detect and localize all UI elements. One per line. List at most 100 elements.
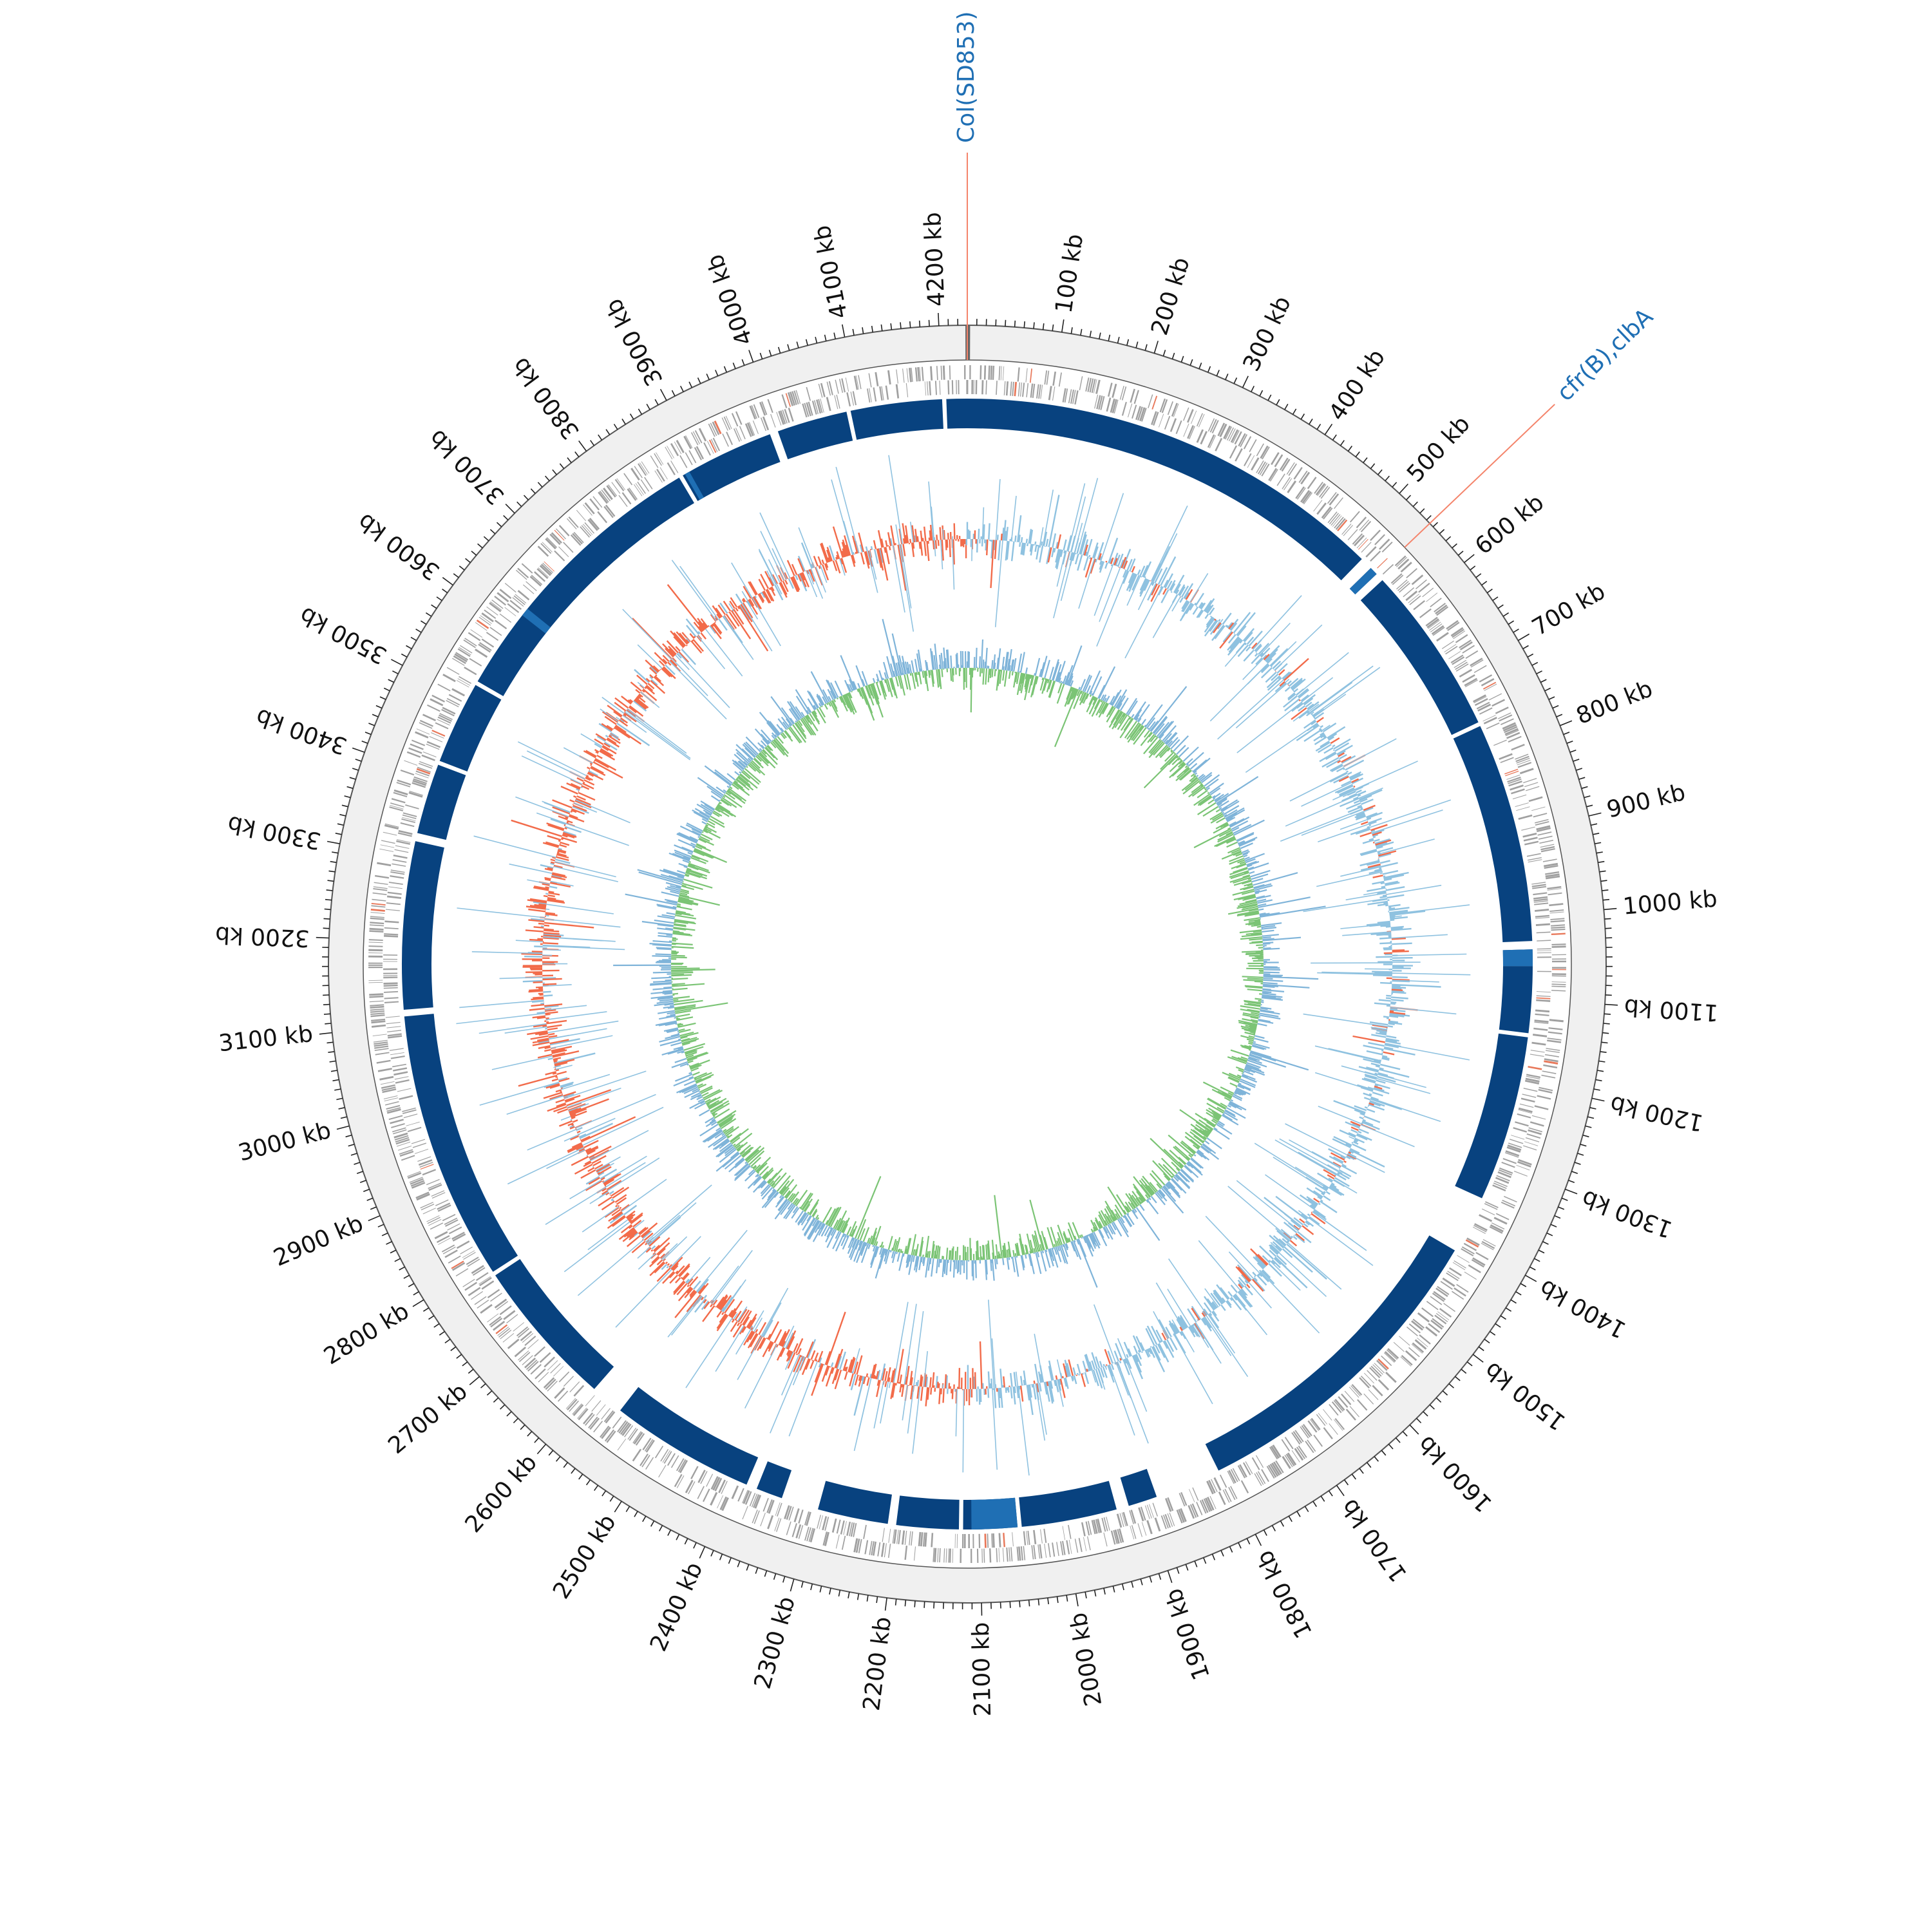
gene-feature [956,380,957,395]
tick-label: 700 kb [1528,578,1610,641]
gene-feature [1493,1182,1507,1189]
gene-feature [1551,969,1566,971]
gene-feature [1357,1399,1368,1411]
gene-feature [1052,371,1057,386]
blast-segment [1455,1033,1528,1198]
gene-feature [568,516,579,528]
gene-feature [725,415,732,430]
gene-feature [1551,960,1566,963]
tick-label: 2400 kb [645,1558,708,1656]
gene-feature [948,1548,949,1563]
gene-feature [470,629,483,638]
gene-feature [1432,1318,1444,1328]
gene-feature [1323,1409,1332,1421]
gene-feature [413,778,427,784]
gene-feature [408,791,423,798]
gene-feature [1549,909,1564,913]
gene-feature [1506,732,1520,739]
gene-feature [524,1336,536,1346]
gene-feature [402,812,417,817]
gene-feature [934,1548,937,1562]
gene-feature [1535,914,1549,918]
gene-feature [1551,954,1566,956]
gene-feature [1533,900,1548,903]
gene-feature [1470,659,1484,668]
tick-label: 3100 kb [218,1021,314,1057]
gene-feature [1461,1248,1474,1256]
gene-feature [656,452,664,465]
gene-feature [1022,383,1025,397]
gene-feature [1535,923,1550,927]
gene-feature [998,1548,1000,1562]
gene-feature [1344,1390,1355,1402]
gene-feature [522,1333,534,1343]
gene-feature [850,392,855,406]
gene-feature [370,922,384,925]
gene-feature [1261,1469,1269,1482]
gene-feature [506,1314,518,1323]
gene-feature [1536,825,1551,831]
gene-feature [1012,1532,1014,1547]
gene-feature [1499,1167,1513,1174]
gene-feature [1033,1545,1036,1560]
gene-feature [1434,1314,1447,1325]
gene-feature [584,522,594,534]
gene-feature [726,431,734,446]
tick-label: 400 kb [1324,345,1390,426]
gene-feature [759,401,766,416]
gene-feature [978,1533,981,1548]
gene-feature [934,381,937,395]
gene-feature [1227,1471,1235,1484]
gene-feature [397,832,412,837]
gene-feature [753,404,760,418]
gene-feature [1455,663,1469,672]
gene-feature [1209,435,1217,449]
gene-feature [374,1043,388,1047]
gene-feature [1454,659,1466,668]
gene-feature [457,678,471,686]
gene-feature [1531,1115,1546,1120]
gene-feature [645,1457,654,1470]
gene-feature [456,680,469,688]
gene-feature [544,561,554,572]
gene-feature [1286,462,1295,475]
gene-feature [370,1008,384,1011]
gene-feature [400,769,415,776]
gene-feature [601,1408,611,1420]
gene-feature [431,694,446,703]
gene-feature [632,1431,641,1444]
tick-label: 3900 kb [600,294,668,390]
gene-feature [1472,1257,1486,1266]
gene-feature [1323,1427,1333,1439]
gene-feature [929,381,931,395]
gene-feature [390,875,404,879]
gene-feature [1462,674,1475,683]
gene-feature [1228,1470,1236,1484]
gene-feature [1159,398,1166,413]
gene-feature [393,791,408,798]
gene-feature [481,638,495,648]
gene-feature [456,1240,470,1249]
gene-feature [1074,1539,1079,1553]
gene-feature [370,917,384,920]
gene-feature [486,632,499,641]
gene-feature [446,697,460,706]
gene-feature [1377,558,1388,569]
gene-feature [826,381,831,396]
gene-feature [1490,1224,1504,1233]
gene-feature [743,1490,750,1504]
gene-feature [1448,1267,1462,1276]
gene-feature [1432,627,1445,636]
gene-feature [1494,1180,1508,1188]
gene-feature [1433,1291,1446,1301]
gene-feature [1502,724,1517,732]
gene-feature [1138,1507,1144,1522]
gene-feature [1242,1462,1251,1475]
gene-feature [1274,454,1283,468]
gene-feature [985,380,987,395]
gene-feature [374,1045,389,1049]
backbone-ring [328,325,1607,1604]
gene-feature [1465,679,1478,688]
gene-feature [1275,1460,1284,1473]
gene-feature [383,976,398,979]
